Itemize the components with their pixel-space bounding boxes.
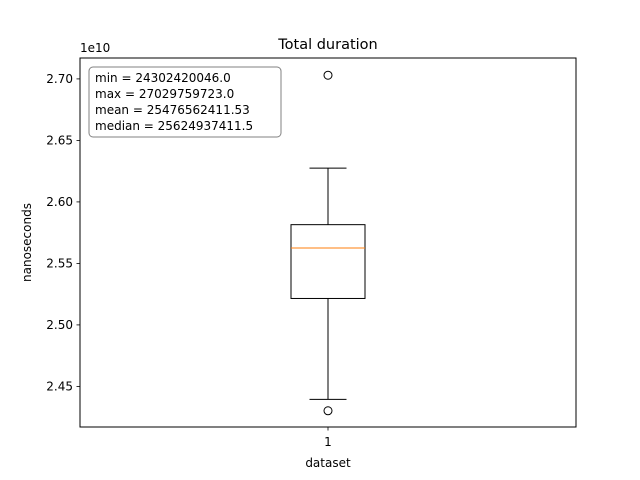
x-axis-ticks: 1 (324, 427, 332, 449)
stats-legend: min = 24302420046.0 max = 27029759723.0 … (88, 66, 282, 138)
y-axis-label: nanoseconds (20, 203, 34, 282)
plot-frame (79, 57, 577, 428)
y-tick-label: 2.60 (46, 195, 73, 209)
chart-title: Total duration (277, 37, 378, 53)
stats-mean: mean = 25476562411.53 (95, 103, 250, 117)
y-tick-label: 2.50 (46, 318, 73, 332)
stats-min: min = 24302420046.0 (95, 71, 231, 85)
y-tick-label: 2.45 (46, 380, 73, 394)
y-offset-label: 1e10 (80, 41, 110, 55)
y-tick-label: 2.55 (46, 257, 73, 271)
iqr-box (290, 224, 366, 299)
stats-max: max = 27029759723.0 (95, 87, 234, 101)
outlier-point (323, 406, 333, 416)
x-tick-label: 1 (324, 435, 332, 449)
box-series (290, 70, 366, 416)
stats-box (88, 66, 282, 138)
stats-median: median = 25624937411.5 (95, 119, 253, 133)
outlier-point (323, 70, 333, 80)
x-axis-label: dataset (305, 456, 351, 470)
y-tick-label: 2.65 (46, 134, 73, 148)
y-axis-ticks: 2.45 2.50 2.55 2.60 2.65 2.70 (46, 72, 80, 394)
y-tick-label: 2.70 (46, 72, 73, 86)
